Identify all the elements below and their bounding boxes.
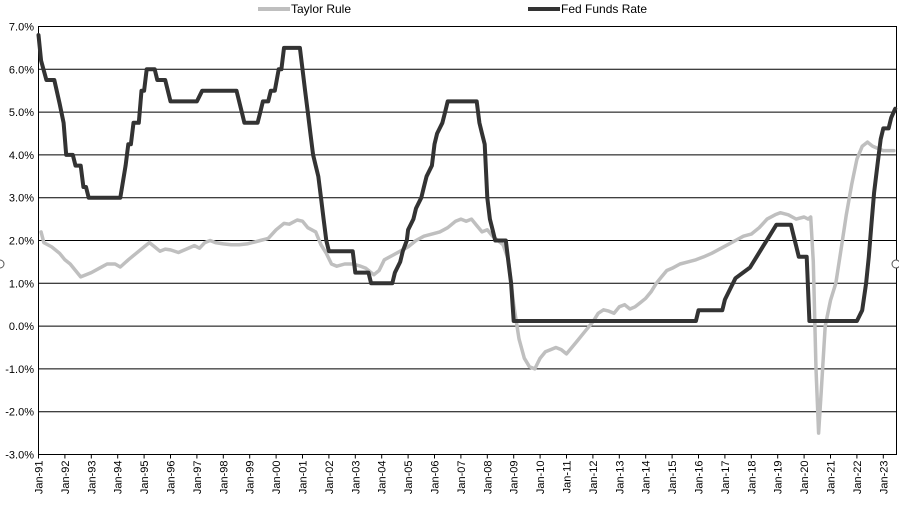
y-tick-label: 4.0% [9, 150, 34, 162]
x-tick-label: Jan-92 [60, 461, 72, 495]
x-tick-label: Jan-11 [562, 461, 574, 494]
x-tick-label: Jan-19 [773, 461, 785, 495]
y-tick-label: -1.0% [5, 364, 34, 376]
left-edge-marker [0, 259, 5, 269]
x-tick-label: Jan-91 [34, 461, 46, 495]
legend: Taylor Rule Fed Funds Rate [258, 2, 647, 16]
x-tick-label: Jan-06 [430, 461, 442, 495]
x-tick-label: Jan-00 [271, 461, 283, 495]
x-tick-label: Jan-07 [456, 461, 468, 495]
series-line-fed-funds-rate [36, 33, 898, 323]
x-tick-label: Jan-04 [377, 461, 389, 495]
y-tick-label: 0.0% [9, 321, 34, 333]
x-tick-label: Jan-16 [694, 461, 706, 495]
x-tick-label: Jan-96 [166, 461, 178, 495]
y-tick-label: 2.0% [9, 236, 34, 248]
legend-label-taylor-rule: Taylor Rule [291, 2, 351, 16]
x-tick-label: Jan-22 [852, 461, 864, 495]
y-tick-label: 6.0% [9, 64, 34, 76]
y-tick-label: -2.0% [5, 407, 34, 419]
x-tick-label: Jan-05 [403, 461, 415, 495]
x-tick-label: Jan-97 [192, 461, 204, 495]
y-tick-label: 7.0% [9, 22, 34, 34]
y-tick-label: 5.0% [9, 107, 34, 119]
x-tick-label: Jan-99 [245, 461, 257, 495]
x-tick-label: Jan-95 [139, 461, 151, 495]
gridlines [38, 68, 897, 413]
x-tick-label: Jan-23 [878, 461, 890, 495]
legend-label-fed-funds-rate: Fed Funds Rate [561, 2, 647, 16]
x-tick-label: Jan-14 [641, 461, 653, 495]
y-tick-label: 1.0% [9, 278, 34, 290]
x-tick-label: Jan-02 [324, 461, 336, 495]
x-tick-label: Jan-09 [509, 461, 521, 495]
x-tick-label: Jan-01 [298, 461, 310, 495]
right-edge-marker [891, 259, 899, 269]
x-tick-label: Jan-17 [720, 461, 732, 495]
x-tick-label: Jan-94 [113, 461, 125, 495]
x-tick-label: Jan-08 [482, 461, 494, 495]
x-tick-label: Jan-12 [588, 461, 600, 495]
x-tick-label: Jan-21 [826, 461, 838, 495]
x-tick-label: Jan-20 [799, 461, 811, 495]
y-axis-ticks: -3.0% -2.0% -1.0% 0.0% 1.0% 2.0% 3.0% 4.0% 5.0% 6… [5, 22, 34, 462]
x-tick-label: Jan-10 [535, 461, 547, 495]
x-tick-label: Jan-15 [667, 461, 679, 495]
series-lines [36, 33, 898, 435]
y-tick-label: -3.0% [5, 450, 34, 462]
x-tick-label: Jan-03 [350, 461, 362, 495]
y-tick-label: 3.0% [9, 193, 34, 205]
x-axis-ticks: Jan-91 Jan-92 Jan-93 Jan-94 Jan-95 Jan-96 Jan-… [34, 454, 890, 495]
x-tick-label: Jan-13 [614, 461, 626, 495]
x-tick-label: Jan-98 [218, 461, 230, 495]
x-tick-label: Jan-93 [86, 461, 98, 495]
x-tick-label: Jan-18 [746, 461, 758, 495]
